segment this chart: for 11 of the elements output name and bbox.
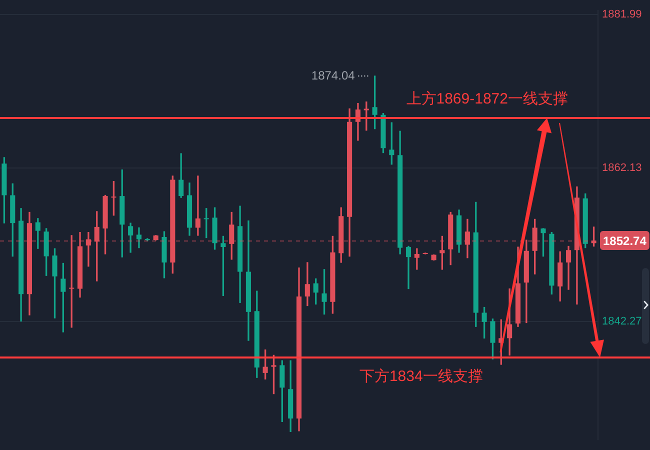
candlestick xyxy=(136,227,142,248)
annotation: 1874.04 xyxy=(311,68,356,82)
ref-line-label: 上方1869-1872一线支撑 xyxy=(406,90,568,108)
y-tick-label: 1862.13 xyxy=(602,162,642,174)
candlestick xyxy=(86,232,91,267)
candlestick xyxy=(195,176,200,236)
candlestick xyxy=(406,246,412,290)
ref-line-label: 下方1834一线支撑 xyxy=(359,368,483,386)
y-tick-label: 1842.27 xyxy=(602,315,642,328)
y-tick-label: 1881.99 xyxy=(602,8,642,21)
ref-line-label: 1852.74 xyxy=(602,234,647,248)
